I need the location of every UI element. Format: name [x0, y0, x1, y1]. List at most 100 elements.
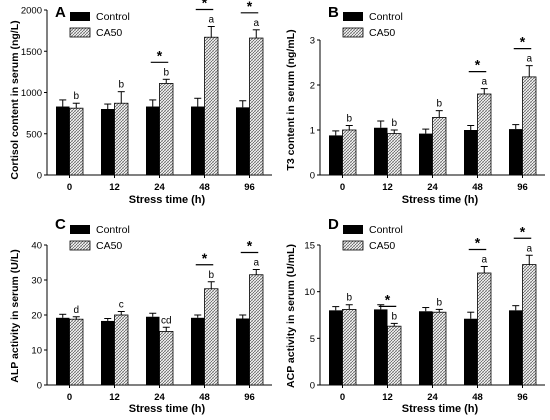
- x-tick-label: 96: [244, 182, 255, 193]
- significance-star: *: [385, 291, 391, 307]
- panel-a-letter: A: [55, 4, 66, 21]
- significance-letter: a: [253, 18, 259, 29]
- bar-ca50: [522, 264, 537, 386]
- y-tick-label: 0: [310, 171, 315, 182]
- x-tick-label: 48: [472, 182, 483, 193]
- y-tick-label: 15: [304, 241, 315, 252]
- bar-control: [509, 310, 523, 385]
- bar-ca50: [159, 331, 174, 386]
- bar-control: [146, 106, 160, 175]
- x-tick-label: 12: [382, 392, 393, 403]
- y-tick-label: 1: [310, 126, 315, 137]
- significance-letter: b: [163, 67, 169, 78]
- y-tick-label: 5: [310, 334, 315, 345]
- panel-b-ylabel: T3 content in serum (ng/mL): [285, 29, 297, 170]
- legend-label-control: Control: [369, 224, 403, 236]
- y-tick-label: 40: [31, 241, 42, 252]
- panel-c: C ALP activity in serum (U/L) Stress tim…: [9, 216, 272, 415]
- significance-star: *: [247, 0, 253, 14]
- y-tick-label: 1500: [21, 47, 42, 58]
- legend-swatch-ca50: [342, 240, 364, 251]
- x-tick-label: 0: [340, 392, 345, 403]
- bar-control: [464, 130, 478, 175]
- significance-letter: b: [346, 293, 352, 304]
- significance-star: *: [520, 34, 526, 50]
- panel-a: A Cortisol content in serum (ng/L) Stres…: [9, 0, 272, 206]
- x-tick-label: 96: [244, 392, 255, 403]
- bar-control: [191, 106, 205, 175]
- bar-ca50: [204, 36, 219, 176]
- bar-ca50: [342, 129, 357, 176]
- bar-ca50: [69, 318, 84, 386]
- x-tick-label: 48: [472, 392, 483, 403]
- bar-ca50: [69, 107, 84, 176]
- x-tick-label: 96: [517, 182, 528, 193]
- bar-ca50: [249, 274, 264, 386]
- bar-ca50: [477, 272, 492, 386]
- panel-b: B T3 content in serum (ng/mL) Stress tim…: [285, 4, 545, 206]
- bar-ca50: [387, 325, 402, 386]
- y-tick-label: 10: [304, 287, 315, 298]
- significance-star: *: [202, 0, 208, 11]
- panel-d: D ACP activity in serum (U/mL) Stress ti…: [285, 216, 545, 415]
- bar-control: [101, 109, 115, 175]
- y-tick-label: 500: [26, 129, 42, 140]
- legend-swatch-ca50: [342, 27, 364, 38]
- y-tick-label: 3: [310, 36, 315, 47]
- x-tick-label: 24: [427, 182, 438, 193]
- legend-swatch-control: [70, 225, 90, 234]
- bar-ca50: [477, 93, 492, 176]
- significance-letter: b: [391, 118, 397, 129]
- legend-swatch-ca50: [69, 27, 91, 38]
- bar-control: [509, 129, 523, 175]
- x-tick-label: 0: [67, 182, 72, 193]
- significance-letter: b: [391, 311, 397, 322]
- bar-control: [101, 320, 115, 385]
- significance-letter: b: [436, 99, 442, 110]
- panel-b-xlabel: Stress time (h): [402, 194, 479, 206]
- legend-swatch-control: [70, 12, 90, 21]
- panel-b-letter: B: [328, 4, 339, 21]
- legend-swatch-control: [343, 225, 363, 234]
- significance-letter: b: [208, 270, 214, 281]
- legend-label-ca50: CA50: [369, 27, 395, 39]
- bar-control: [191, 317, 205, 385]
- bar-ca50: [114, 314, 129, 386]
- legend-label-ca50: CA50: [369, 240, 395, 252]
- x-tick-label: 48: [199, 182, 210, 193]
- bar-ca50: [114, 102, 129, 176]
- bar-ca50: [432, 117, 447, 176]
- significance-letter: c: [119, 300, 124, 311]
- y-tick-label: 0: [37, 171, 42, 182]
- significance-letter: b: [118, 80, 124, 91]
- bar-control: [374, 309, 388, 385]
- legend-label-control: Control: [96, 11, 130, 23]
- x-tick-label: 12: [382, 182, 393, 193]
- significance-letter: a: [526, 54, 532, 65]
- bar-ca50: [342, 308, 357, 386]
- legend-swatch-control: [343, 12, 363, 21]
- bar-control: [56, 317, 70, 385]
- x-tick-label: 0: [67, 392, 72, 403]
- x-tick-label: 0: [340, 182, 345, 193]
- significance-letter: a: [526, 243, 532, 254]
- bar-ca50: [432, 311, 447, 386]
- x-tick-label: 96: [517, 392, 528, 403]
- significance-star: *: [475, 234, 481, 250]
- y-tick-label: 0: [37, 381, 42, 392]
- bar-control: [236, 107, 250, 175]
- x-tick-label: 24: [154, 182, 165, 193]
- legend-label-control: Control: [96, 224, 130, 236]
- panel-c-letter: C: [55, 216, 66, 233]
- panel-a-legend: Control CA50: [69, 11, 130, 39]
- significance-star: *: [202, 250, 208, 266]
- bar-ca50: [387, 133, 402, 176]
- x-tick-label: 12: [109, 182, 120, 193]
- x-tick-label: 24: [427, 392, 438, 403]
- x-tick-label: 12: [109, 392, 120, 403]
- bar-control: [329, 135, 343, 175]
- significance-star: *: [157, 47, 163, 63]
- y-tick-label: 2000: [21, 6, 42, 17]
- bar-control: [464, 318, 478, 385]
